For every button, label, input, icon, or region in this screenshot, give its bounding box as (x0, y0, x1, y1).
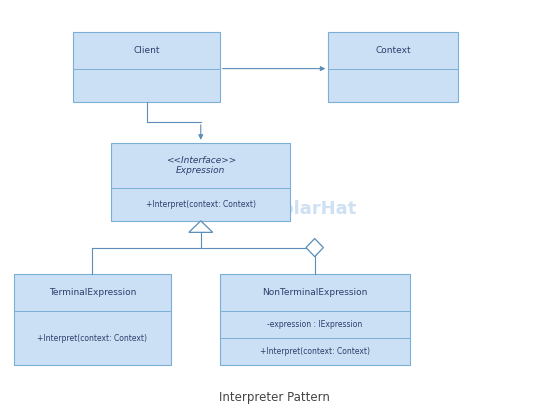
Text: +Interpret(context: Context): +Interpret(context: Context) (146, 200, 256, 209)
Polygon shape (189, 221, 213, 232)
Text: +Interpret(context: Context): +Interpret(context: Context) (260, 347, 370, 356)
Bar (220, 274, 409, 365)
Bar (111, 143, 290, 221)
Bar (328, 32, 459, 101)
Bar (14, 274, 171, 365)
Text: ScholarHat: ScholarHat (246, 199, 357, 218)
Text: Interpreter Pattern: Interpreter Pattern (219, 391, 329, 404)
Polygon shape (306, 239, 323, 256)
Text: NonTerminalExpression: NonTerminalExpression (262, 288, 367, 297)
Text: -expression : IExpression: -expression : IExpression (267, 320, 362, 329)
Text: +Interpret(context: Context): +Interpret(context: Context) (37, 334, 147, 343)
Text: TerminalExpression: TerminalExpression (49, 288, 136, 297)
Text: Context: Context (375, 45, 411, 55)
Text: <<Interface>>
Expression: <<Interface>> Expression (165, 156, 236, 175)
Text: Client: Client (133, 45, 160, 55)
Bar (73, 32, 220, 101)
